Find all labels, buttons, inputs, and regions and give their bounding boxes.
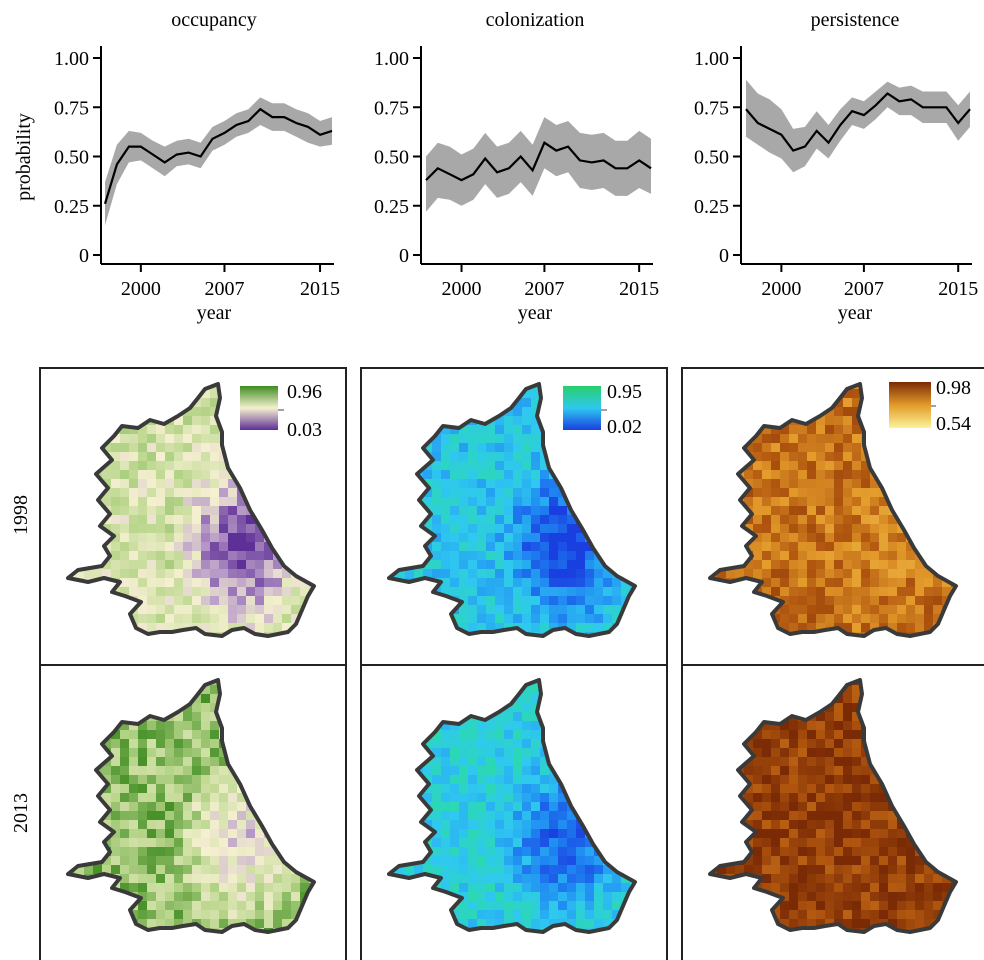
- x-tick-label: 2015: [300, 278, 340, 300]
- x-tick-label: 2007: [204, 278, 244, 300]
- confidence-band: [105, 97, 332, 226]
- region-outline: [387, 678, 637, 934]
- y-tick-label: 0.50: [374, 147, 409, 169]
- x-tick-label: 2000: [442, 278, 482, 300]
- confidence-band: [746, 79, 970, 173]
- y-tick-label: 0.50: [54, 147, 89, 169]
- plot-area: 0 0.25 0.50 0.75 1.00 2000 2007 2015: [694, 46, 978, 300]
- plot-area: 0 0.25 0.50 0.75 1.00 2000 2007 2015: [54, 46, 340, 300]
- map-panel-persistence-2013: [681, 664, 984, 960]
- region-outline: [708, 382, 958, 638]
- x-axis-label: year: [838, 302, 873, 324]
- region-outline: [66, 382, 316, 638]
- map-panel-occupancy-2013: [39, 664, 347, 960]
- y-tick-label: 0.25: [374, 196, 409, 218]
- x-tick-label: 2007: [844, 278, 884, 300]
- y-tick-label: 1.00: [694, 48, 729, 70]
- chart-persistence: persistence year 0 0.25 0.50 0.75 1.00 2000 20…: [694, 9, 978, 324]
- chart-title: occupancy: [171, 9, 257, 31]
- legend-max-label: 0.96: [287, 381, 322, 403]
- y-tick-label: 1.00: [54, 48, 89, 70]
- row-label-1998: 1998: [10, 495, 32, 535]
- y-tick-label: 0.75: [694, 97, 729, 119]
- confidence-band: [426, 117, 651, 212]
- x-tick-label: 2000: [121, 278, 161, 300]
- legend-min-label: 0.03: [287, 419, 322, 441]
- row-label-2013: 2013: [10, 793, 32, 833]
- chart-colonization: colonization year 0 0.25 0.50 0.75 1.00 2000 2…: [374, 9, 659, 324]
- series-line: [103, 107, 333, 205]
- y-tick-label: 0.25: [694, 196, 729, 218]
- legend-max-label: 0.98: [936, 377, 971, 399]
- map-panel-colonization-2013: [360, 664, 668, 960]
- legend-min-label: 0.02: [607, 416, 642, 438]
- legend-bar: [889, 382, 931, 428]
- map-panel-persistence-1998: 0.98 0.54: [681, 367, 984, 666]
- series-line: [425, 141, 652, 182]
- x-tick-label: 2015: [938, 278, 978, 300]
- x-axis-label: year: [197, 302, 232, 324]
- legend-bar: [563, 386, 601, 430]
- map-panel-occupancy-1998: 0.96 0.03: [39, 367, 347, 666]
- chart-title: persistence: [811, 9, 900, 31]
- legend-min-label: 0.54: [936, 413, 971, 435]
- chart-occupancy: occupancy probability year 0 0.25 0.50 0.75…: [13, 9, 340, 324]
- y-tick-label: 0.75: [54, 97, 89, 119]
- legend-max-label: 0.95: [607, 381, 642, 403]
- chart-title: colonization: [486, 9, 585, 31]
- x-tick-label: 2000: [761, 278, 801, 300]
- map-grid: 1998 2013 0.96 0.03 0.95 0.02 0.98 0.54: [10, 367, 984, 960]
- map-panel-colonization-1998: 0.95 0.02: [360, 367, 668, 666]
- x-axis-label: year: [518, 302, 553, 324]
- region-outline: [387, 382, 637, 638]
- y-tick-label: 0.75: [374, 97, 409, 119]
- y-tick-label: 1.00: [374, 48, 409, 70]
- series-line: [745, 92, 971, 152]
- x-tick-label: 2007: [524, 278, 564, 300]
- y-tick-label: 0.25: [54, 196, 89, 218]
- y-tick-label: 0: [399, 245, 409, 267]
- legend-bar: [240, 386, 278, 430]
- x-tick-label: 2015: [619, 278, 659, 300]
- region-outline: [66, 678, 316, 934]
- y-tick-label: 0.50: [694, 147, 729, 169]
- y-axis-label: probability: [13, 113, 35, 201]
- region-outline: [708, 678, 958, 934]
- y-tick-label: 0: [79, 245, 89, 267]
- y-tick-label: 0: [719, 245, 729, 267]
- plot-area: 0 0.25 0.50 0.75 1.00 2000 2007 2015: [374, 46, 659, 300]
